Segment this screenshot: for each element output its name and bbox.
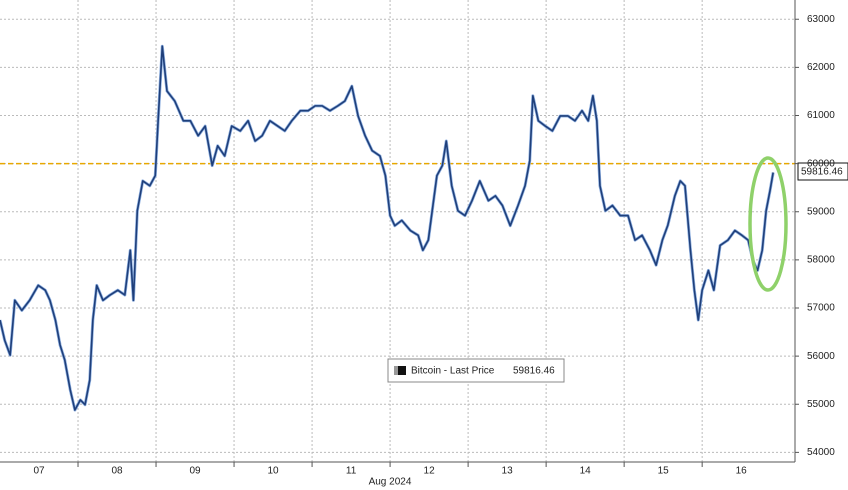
- series-line: [0, 45, 774, 411]
- x-tick-label: 12: [424, 466, 436, 477]
- y-tick-label: 59000: [807, 206, 835, 217]
- legend-marker: [398, 366, 406, 375]
- highlight-ellipse: [748, 156, 788, 292]
- last-price-label: 59816.46: [801, 167, 843, 178]
- y-tick-label: 63000: [807, 14, 835, 25]
- legend-value: 59816.46: [513, 366, 555, 377]
- y-tick-label: 58000: [807, 255, 835, 266]
- y-tick-label: 60000: [807, 158, 835, 169]
- y-tick-label: 61000: [807, 110, 835, 121]
- legend-marker-edge: [394, 366, 398, 375]
- y-tick-label: 62000: [807, 62, 835, 73]
- x-tick-label: 09: [189, 466, 201, 477]
- y-tick-label: 56000: [807, 351, 835, 362]
- x-tick-label: 07: [33, 466, 45, 477]
- y-tick-label: 57000: [807, 303, 835, 314]
- x-tick-label: 11: [346, 466, 357, 477]
- x-tick-label: 16: [736, 466, 748, 477]
- legend-label: Bitcoin - Last Price: [411, 366, 495, 377]
- legend: Bitcoin - Last Price 59816.46: [387, 358, 565, 383]
- legend-box: [387, 358, 565, 383]
- x-tick-label: 08: [111, 466, 123, 477]
- grid: [0, 0, 795, 462]
- last-price-tag: [797, 162, 848, 181]
- y-tick-label: 55000: [807, 399, 835, 410]
- x-tick-label: 14: [580, 466, 592, 477]
- x-tick-label: 15: [658, 466, 670, 477]
- y-tick-label: 54000: [807, 447, 835, 458]
- x-tick-label: 10: [267, 466, 279, 477]
- plot: [0, 44, 795, 412]
- x-tick-label: 13: [502, 466, 514, 477]
- x-axis-label: Aug 2024: [369, 477, 412, 488]
